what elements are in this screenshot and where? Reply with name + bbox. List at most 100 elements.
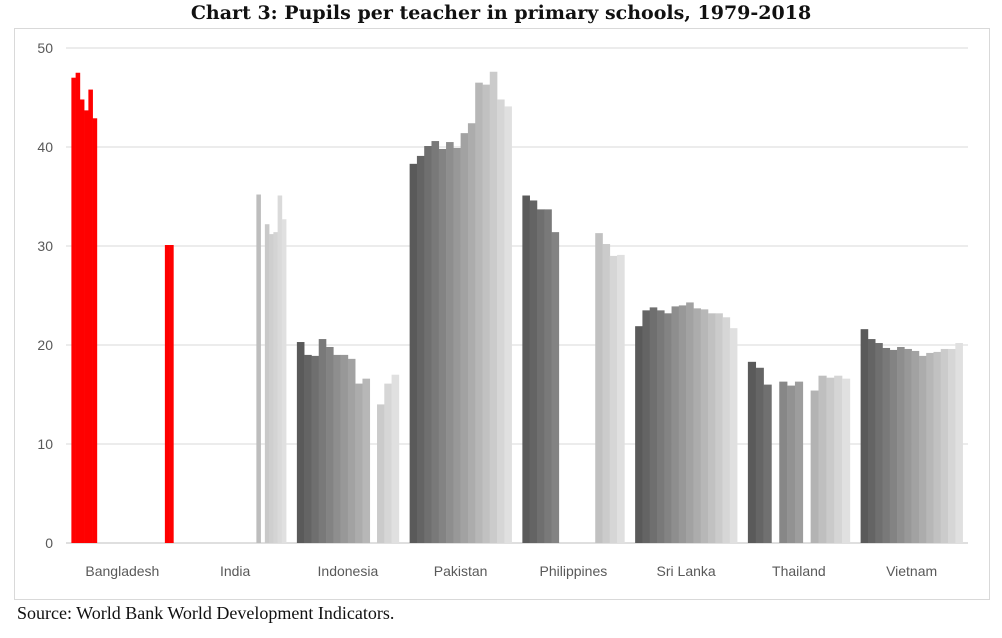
bar xyxy=(377,404,385,543)
bar xyxy=(482,84,491,543)
bar xyxy=(671,306,680,543)
bar xyxy=(318,339,327,543)
bar xyxy=(729,328,738,543)
bar xyxy=(755,367,764,543)
bar xyxy=(438,148,447,544)
y-tick-label: 50 xyxy=(37,40,53,56)
x-category-label: Indonesia xyxy=(318,563,379,579)
bar xyxy=(529,200,538,543)
bar xyxy=(544,209,552,543)
bar xyxy=(424,146,432,543)
x-category-label: Pakistan xyxy=(434,563,488,579)
y-tick-label: 30 xyxy=(37,238,53,254)
bar xyxy=(460,133,469,543)
bar xyxy=(431,141,440,543)
bar xyxy=(955,343,963,543)
bar xyxy=(92,118,98,543)
bar xyxy=(747,361,757,543)
bar xyxy=(609,255,618,543)
x-category-label: Bangladesh xyxy=(85,563,159,579)
bar xyxy=(678,305,687,543)
bar xyxy=(722,317,731,543)
bar xyxy=(595,233,603,543)
bar xyxy=(867,339,876,543)
bar xyxy=(75,72,81,543)
bar xyxy=(860,329,869,543)
bar xyxy=(296,342,305,543)
y-tick-label: 20 xyxy=(37,337,53,353)
bar xyxy=(882,347,891,543)
bar xyxy=(384,383,392,543)
bar xyxy=(686,302,694,543)
bar xyxy=(617,254,625,543)
bar xyxy=(467,123,476,544)
bar xyxy=(693,308,701,543)
bar xyxy=(551,232,560,543)
x-category-label: Thailand xyxy=(772,563,826,579)
bar xyxy=(497,99,505,543)
bar xyxy=(794,381,804,543)
bar xyxy=(71,77,76,543)
bar xyxy=(326,346,334,543)
bar xyxy=(787,385,796,543)
bar-chart: 0 10 20 30 40 50 Bangladesh India Indonesia Pakis… xyxy=(37,40,968,579)
y-tick-label: 40 xyxy=(37,139,53,155)
bar xyxy=(489,71,498,543)
y-tick-label: 10 xyxy=(37,436,53,452)
bar xyxy=(948,348,956,543)
bar xyxy=(281,219,287,543)
bar xyxy=(897,346,905,543)
bar xyxy=(536,209,545,543)
bar xyxy=(818,375,827,543)
bar xyxy=(273,232,278,543)
bar xyxy=(164,245,170,543)
bar xyxy=(763,384,772,543)
bar xyxy=(649,307,658,543)
bar xyxy=(169,245,174,543)
bar xyxy=(362,378,371,543)
bar xyxy=(79,99,85,543)
chart-frame xyxy=(14,28,990,600)
bar xyxy=(256,194,261,543)
bar xyxy=(664,313,672,543)
bar xyxy=(715,313,723,543)
source-note: Source: World Bank World Development Ind… xyxy=(17,603,395,623)
bar xyxy=(84,110,89,544)
bar xyxy=(826,377,835,543)
bar xyxy=(88,89,93,543)
x-category-label: Vietnam xyxy=(886,563,937,579)
bar xyxy=(409,163,418,543)
bar xyxy=(416,155,425,543)
bar xyxy=(277,195,283,543)
bar xyxy=(875,343,883,543)
y-tick-label: 0 xyxy=(45,535,53,551)
bar xyxy=(269,234,274,543)
bar xyxy=(475,82,483,544)
bar xyxy=(889,349,898,543)
bar xyxy=(504,106,512,543)
bar xyxy=(842,378,851,543)
bar xyxy=(642,310,650,543)
bar xyxy=(333,354,341,543)
bar xyxy=(311,355,320,543)
chart-title: Chart 3: Pupils per teacher in primary s… xyxy=(190,2,812,24)
bar xyxy=(834,375,843,543)
bar xyxy=(522,195,530,543)
bar xyxy=(904,348,912,543)
bar xyxy=(340,354,349,543)
bar xyxy=(391,374,400,543)
bar xyxy=(635,326,643,543)
x-category-label: Philippines xyxy=(540,563,608,579)
bar xyxy=(926,352,934,543)
bar xyxy=(347,358,356,543)
bar xyxy=(355,383,363,543)
bar xyxy=(446,142,454,544)
bar xyxy=(779,381,788,543)
bar xyxy=(810,390,819,543)
bar xyxy=(700,309,709,543)
bar xyxy=(911,350,920,543)
x-category-label: India xyxy=(220,563,251,579)
bar xyxy=(707,313,716,543)
bar xyxy=(304,354,312,543)
bar xyxy=(918,355,927,543)
